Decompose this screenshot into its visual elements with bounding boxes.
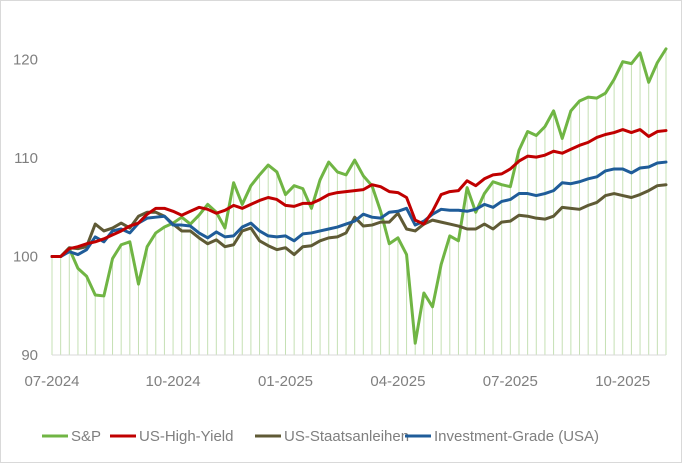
x-tick-label: 10-2025	[595, 373, 650, 390]
sp-area-hatching	[51, 48, 667, 355]
x-tick-label: 07-2024	[24, 373, 79, 390]
y-tick-label: 120	[13, 52, 38, 69]
y-axis-ticks: 90 100 110 120	[13, 52, 38, 364]
x-tick-label: 10-2024	[146, 373, 201, 390]
x-tick-label: 04-2025	[370, 373, 425, 390]
series-line-investment-grade-usa	[50, 160, 668, 259]
legend-label: US-Staatsanleihen	[284, 428, 409, 445]
x-axis-ticks: 07-2024 10-2024 01-2025 04-2025 07-2025 10-20…	[24, 373, 650, 390]
x-tick-label: 07-2025	[483, 373, 538, 390]
x-tick-label: 01-2025	[258, 373, 313, 390]
legend-label: S&P	[71, 428, 101, 445]
legend: S&P US-High-Yield US-Staatsanleihen Investm…	[42, 428, 599, 445]
legend-label: US-High-Yield	[139, 428, 233, 445]
series-line-s-p	[50, 47, 668, 345]
y-tick-label: 110	[14, 150, 38, 167]
y-tick-label: 90	[21, 347, 38, 364]
series-line-us-high-yield	[50, 128, 668, 259]
series-lines	[50, 47, 668, 345]
legend-label: Investment-Grade (USA)	[434, 428, 599, 445]
series-line-us-staatsanleihen	[50, 183, 668, 259]
y-tick-label: 100	[13, 249, 38, 266]
